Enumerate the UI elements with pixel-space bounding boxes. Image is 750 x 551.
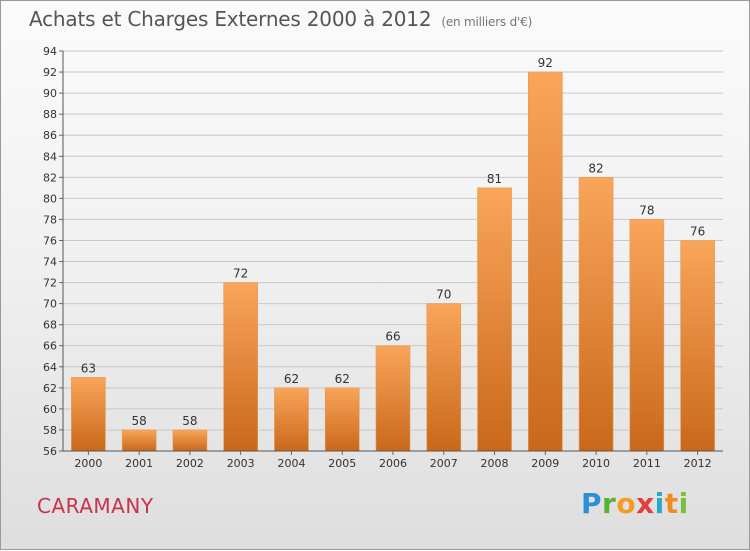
x-tick-label: 2009 xyxy=(531,457,559,470)
bar-2008 xyxy=(477,187,512,452)
y-tick-label: 56 xyxy=(43,445,57,458)
y-tick-label: 76 xyxy=(43,234,57,247)
proxiti-logo: Proxiti xyxy=(581,487,689,520)
data-label: 58 xyxy=(132,414,147,428)
data-label: 92 xyxy=(538,56,553,70)
y-axis-ticks: 56 58 60 62 64 66 68 70 72 74 76 78 80 82 84 86 88 90 92 94 xyxy=(43,45,63,458)
y-tick-label: 94 xyxy=(43,45,57,58)
bars xyxy=(71,71,715,452)
y-tick-label: 70 xyxy=(43,298,57,311)
chart-subtitle: (en milliers d'€) xyxy=(441,15,533,29)
y-tick-label: 58 xyxy=(43,424,57,437)
bar-2006 xyxy=(375,345,411,452)
data-label: 76 xyxy=(690,224,705,238)
bar-2000 xyxy=(71,377,106,452)
x-tick-label: 2000 xyxy=(74,457,102,470)
bar-2010 xyxy=(578,177,614,452)
data-label: 70 xyxy=(436,288,451,302)
y-tick-label: 62 xyxy=(43,382,57,395)
x-tick-label: 2002 xyxy=(176,457,204,470)
bar-2012 xyxy=(680,240,715,452)
x-tick-label: 2004 xyxy=(277,457,305,470)
commune-name: CARAMANY xyxy=(37,494,154,518)
bar-2004 xyxy=(274,387,309,452)
chart-title-text: Achats et Charges Externes 2000 à 2012 xyxy=(29,7,432,31)
y-tick-label: 88 xyxy=(43,108,57,121)
x-tick-label: 2010 xyxy=(582,457,610,470)
data-label: 66 xyxy=(385,330,400,344)
x-tick-label: 2006 xyxy=(379,457,407,470)
y-tick-label: 60 xyxy=(43,403,57,416)
y-tick-label: 82 xyxy=(43,171,57,184)
data-label: 81 xyxy=(487,172,502,186)
bar-2005 xyxy=(324,387,360,452)
data-label: 62 xyxy=(284,372,299,386)
y-tick-label: 66 xyxy=(43,340,57,353)
data-label: 82 xyxy=(588,161,603,175)
bar-2003 xyxy=(223,282,258,452)
data-label: 78 xyxy=(639,203,654,217)
y-tick-label: 64 xyxy=(43,361,57,374)
x-tick-label: 2005 xyxy=(328,457,356,470)
y-tick-label: 80 xyxy=(43,192,57,205)
bar-2002 xyxy=(172,429,208,452)
chart-title: Achats et Charges Externes 2000 à 2012 (e… xyxy=(29,7,532,31)
y-tick-label: 86 xyxy=(43,129,57,142)
y-tick-label: 92 xyxy=(43,66,57,79)
data-label: 62 xyxy=(335,372,350,386)
y-tick-label: 72 xyxy=(43,277,57,290)
bar-2009 xyxy=(528,71,563,452)
data-label: 58 xyxy=(182,414,197,428)
x-tick-label: 2001 xyxy=(125,457,153,470)
x-tick-label: 2011 xyxy=(633,457,661,470)
data-labels: 63 58 58 72 62 62 66 70 81 92 82 78 76 xyxy=(81,56,706,428)
x-tick-label: 2012 xyxy=(684,457,712,470)
data-label: 72 xyxy=(233,267,248,281)
bar-2011 xyxy=(629,219,665,452)
x-tick-label: 2008 xyxy=(481,457,509,470)
y-tick-label: 78 xyxy=(43,213,57,226)
y-tick-label: 68 xyxy=(43,319,57,332)
x-tick-label: 2003 xyxy=(227,457,255,470)
x-tick-label: 2007 xyxy=(430,457,458,470)
x-axis-ticks: 2000 2001 2002 2003 2004 2005 2006 2007 2008 2009… xyxy=(74,451,712,470)
y-tick-label: 90 xyxy=(43,87,57,100)
bar-2001 xyxy=(121,429,157,452)
data-label: 63 xyxy=(81,361,96,375)
y-tick-label: 74 xyxy=(43,256,57,269)
bar-2007 xyxy=(426,303,462,452)
y-tick-label: 84 xyxy=(43,150,57,163)
